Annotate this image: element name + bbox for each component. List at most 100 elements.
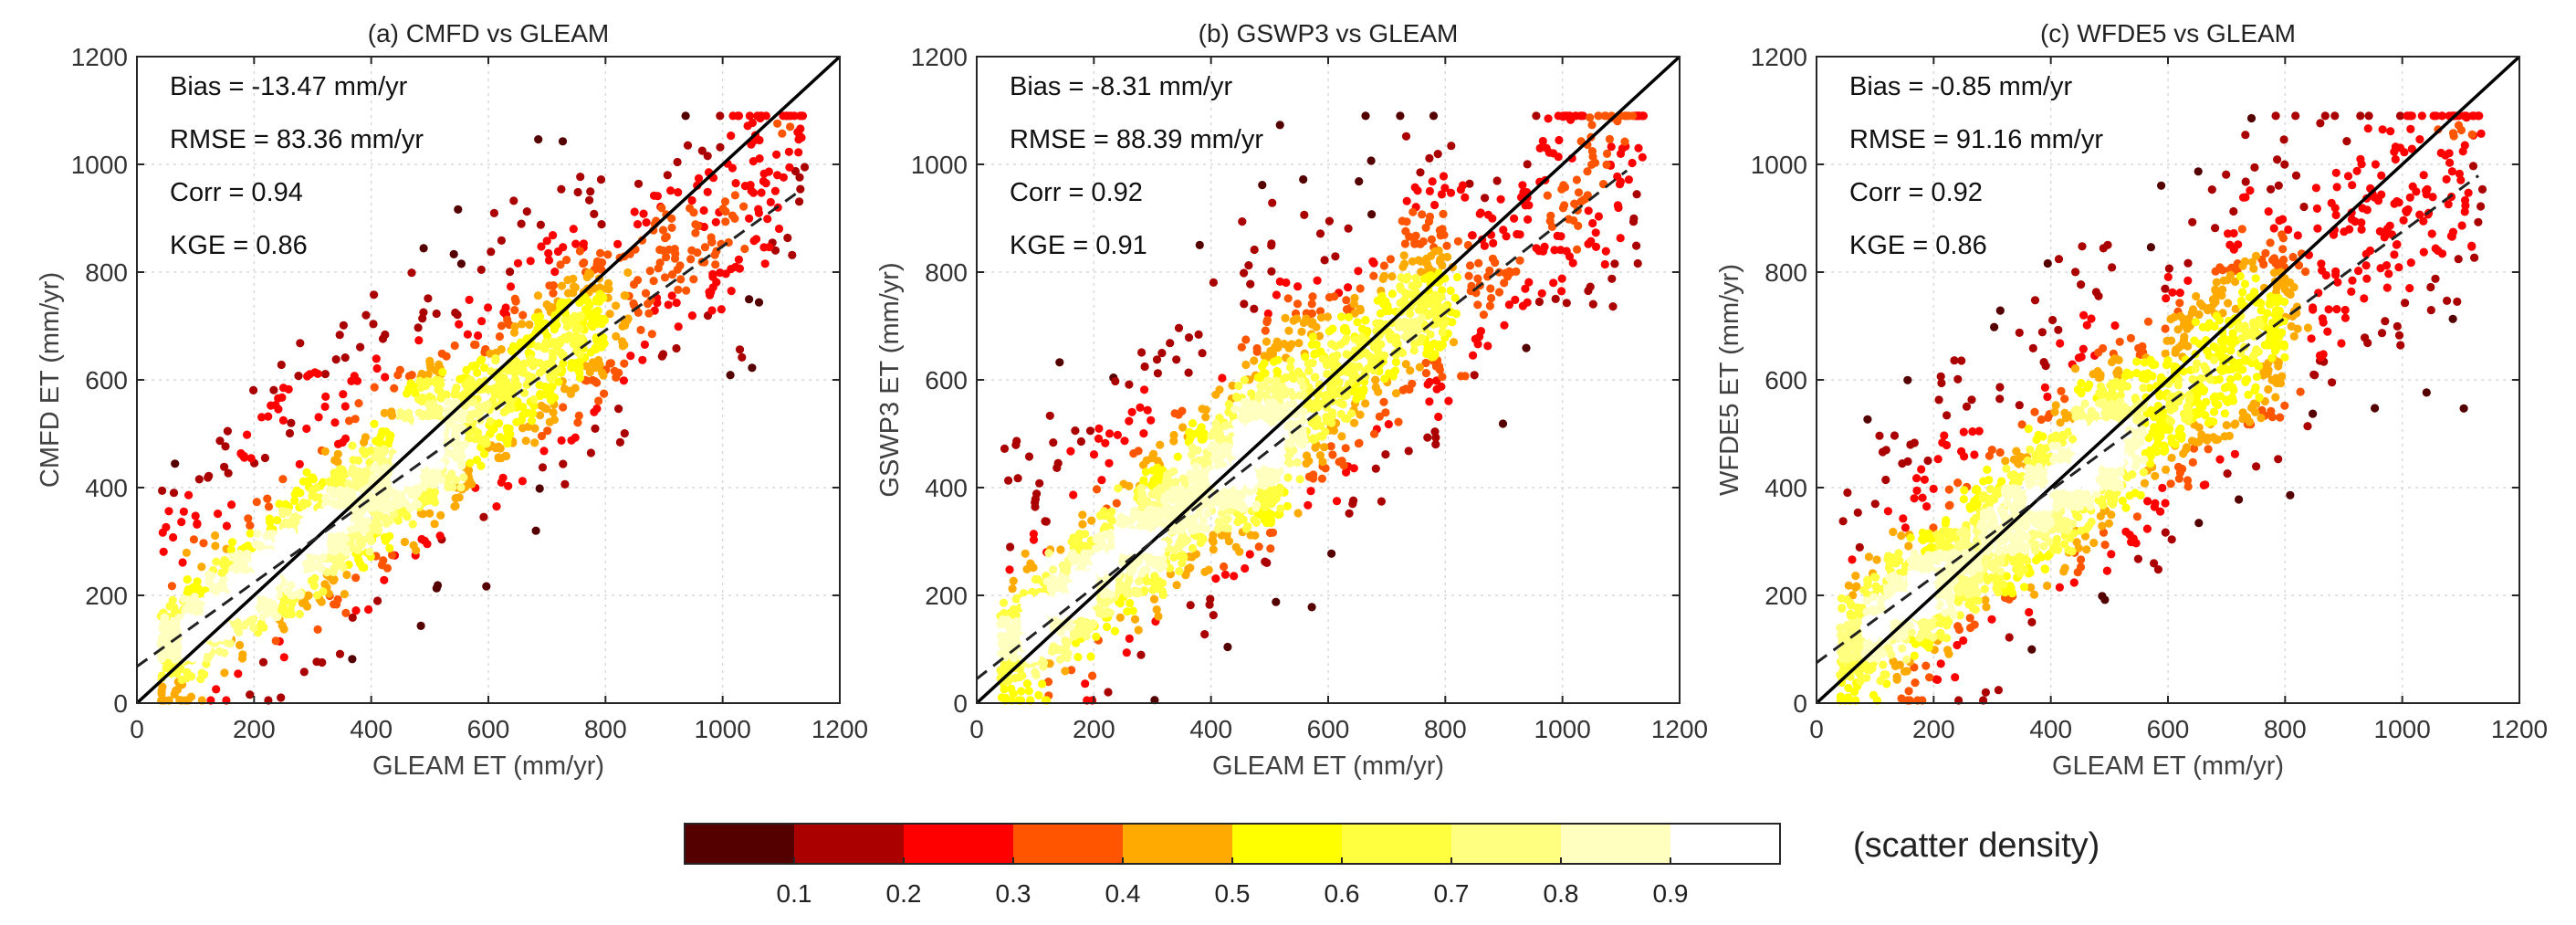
scatter-point <box>554 377 563 386</box>
scatter-point <box>540 404 550 413</box>
scatter-point <box>504 394 513 405</box>
scatter-point <box>788 250 797 259</box>
scatter-point <box>1200 567 1209 577</box>
scatter-point <box>586 320 596 330</box>
scatter-point <box>277 604 286 614</box>
scatter-point <box>308 491 317 500</box>
scatter-point <box>518 310 528 320</box>
scatter-point <box>590 209 599 218</box>
scatter-point <box>1607 274 1617 283</box>
scatter-point <box>1537 289 1546 298</box>
scatter-point <box>1344 312 1354 321</box>
scatter-point <box>549 289 558 298</box>
scatter-point <box>506 282 516 291</box>
scatter-point <box>1415 363 1424 372</box>
scatter-point <box>1197 423 1206 432</box>
scatter-point <box>745 111 755 121</box>
scatter-point <box>754 208 764 217</box>
scatter-point <box>544 256 554 265</box>
scatter-point <box>476 265 486 274</box>
scatter-point <box>1024 452 1034 461</box>
scatter-point <box>676 275 686 284</box>
scatter-point <box>1556 246 1565 255</box>
scatter-point <box>1327 340 1336 349</box>
scatter-point <box>1394 322 1403 331</box>
scatter-point <box>747 186 756 195</box>
scatter-point <box>1177 535 1186 545</box>
scatter-point <box>278 415 288 425</box>
scatter-point <box>1000 660 1009 669</box>
scatter-point <box>1608 302 1618 311</box>
scatter-point <box>1156 563 1165 573</box>
scatter-point <box>1027 561 1036 570</box>
scatter-point <box>534 135 543 144</box>
scatter-point <box>1485 266 1494 275</box>
scatter-point <box>437 349 446 358</box>
scatter-point <box>394 441 404 450</box>
scatter-point <box>1240 375 1249 384</box>
scatter-point <box>455 320 464 329</box>
scatter-point <box>435 531 445 541</box>
scatter-point <box>378 334 388 343</box>
scatter-point <box>348 441 357 450</box>
scatter-point <box>667 223 676 232</box>
scatter-point <box>1300 210 1309 219</box>
scatter-point <box>226 578 236 587</box>
scatter-point <box>494 454 503 463</box>
scatter-point <box>1320 443 1329 452</box>
scatter-point <box>1042 577 1052 586</box>
scatter-point <box>573 187 582 197</box>
scatter-point <box>1137 348 1147 357</box>
scatter-point <box>1143 405 1152 415</box>
scatter-point <box>496 433 505 442</box>
scatter-point <box>730 191 740 200</box>
scatter-point <box>579 239 589 248</box>
scatter-point <box>647 330 656 339</box>
scatter-point <box>571 283 580 292</box>
scatter-point <box>1488 214 1497 223</box>
scatter-point <box>1369 429 1379 438</box>
scatter-point <box>1142 565 1151 574</box>
scatter-point <box>1544 114 1553 123</box>
scatter-point <box>675 261 685 270</box>
scatter-point <box>658 350 668 359</box>
scatter-point <box>576 173 585 182</box>
scatter-point <box>269 385 278 394</box>
scatter-point <box>285 428 295 438</box>
scatter-point <box>1425 397 1434 406</box>
scatter-point <box>707 288 716 297</box>
panel-title: (a) CMFD vs GLEAM <box>368 19 609 47</box>
scatter-point <box>203 654 213 663</box>
scatter-point <box>215 646 225 657</box>
scatter-point <box>504 481 513 490</box>
scatter-point <box>1475 332 1484 342</box>
scatter-point <box>436 510 445 520</box>
scatter-point <box>167 582 176 591</box>
scatter-point <box>1049 565 1058 574</box>
scatter-point <box>1387 272 1397 281</box>
scatter-point <box>1069 490 1078 499</box>
scatter-point <box>223 426 232 436</box>
scatter-point <box>1402 217 1411 226</box>
scatter-point <box>653 192 663 201</box>
scatter-point <box>1429 111 1439 121</box>
scatter-point <box>1021 549 1030 558</box>
scatter-point <box>557 436 566 445</box>
scatter-point <box>331 355 340 364</box>
scatter-point <box>435 405 444 415</box>
scatter-point <box>1425 186 1434 195</box>
scatter-point <box>1354 439 1363 448</box>
scatter-point <box>773 119 782 128</box>
scatter-point <box>586 348 595 357</box>
scatter-point <box>393 516 403 525</box>
scatter-point <box>590 407 599 416</box>
scatter-point <box>612 331 621 341</box>
scatter-point <box>1085 426 1095 436</box>
scatter-point <box>1245 550 1254 559</box>
scatter-point <box>1431 433 1440 442</box>
scatter-point <box>1494 288 1504 297</box>
scatter-point <box>1211 419 1220 428</box>
scatter-point <box>482 582 491 591</box>
scatter-point <box>348 655 357 664</box>
scatter-point <box>707 233 716 242</box>
